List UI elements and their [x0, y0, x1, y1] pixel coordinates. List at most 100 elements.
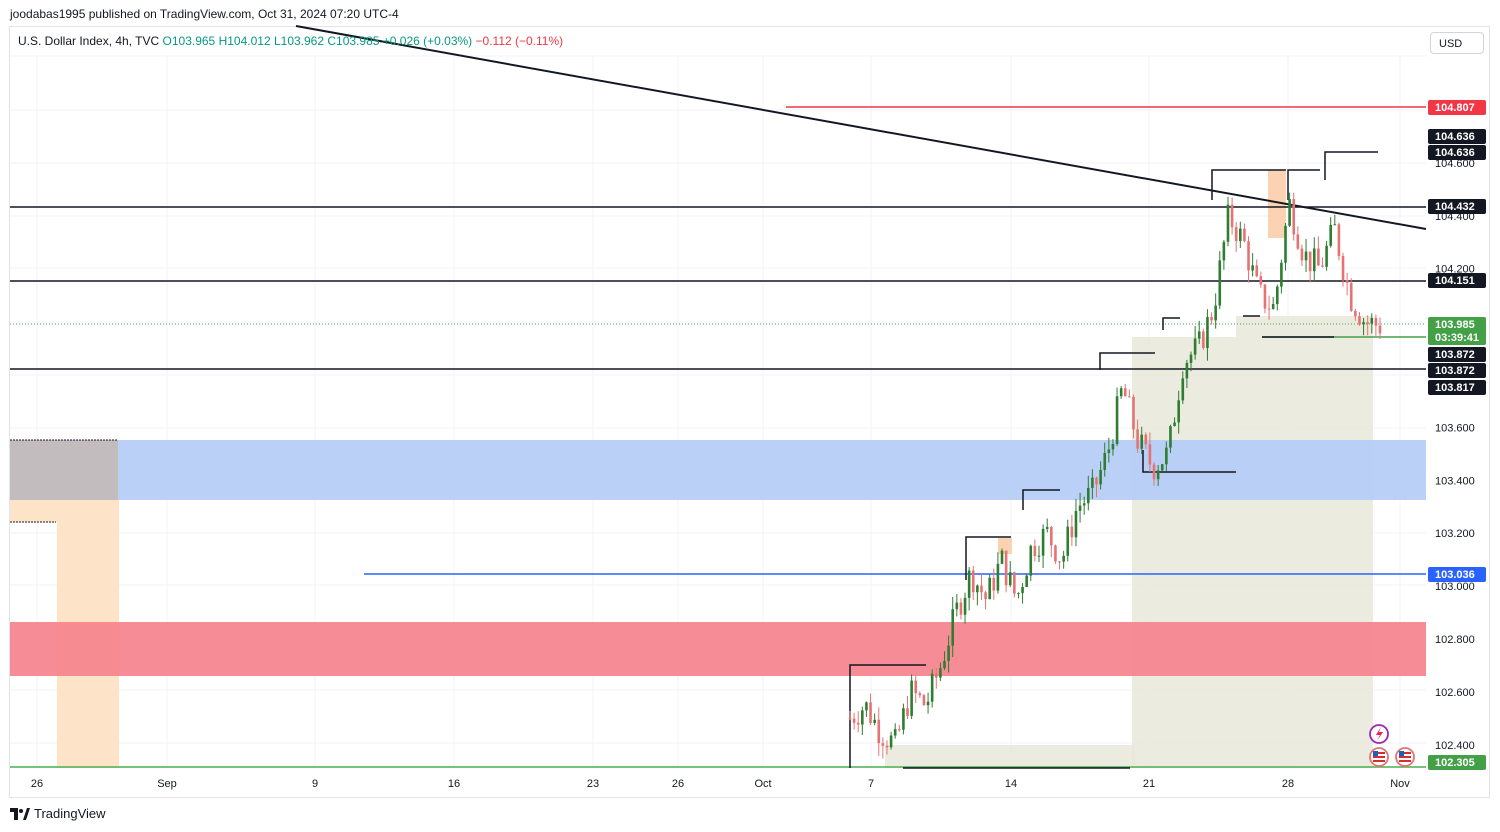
- candle-body: [1086, 487, 1090, 504]
- candle-body: [1329, 224, 1332, 246]
- candle-body: [1152, 464, 1156, 480]
- price-tag-label: 104.151: [1435, 275, 1475, 287]
- candle-body: [1066, 526, 1070, 556]
- x-tick-label: 9: [312, 778, 318, 790]
- candle-body: [1300, 248, 1304, 261]
- candle-body: [1037, 555, 1041, 557]
- y-tick-label: 102.400: [1435, 740, 1475, 752]
- candle-body: [1185, 362, 1189, 379]
- candle-body: [939, 668, 942, 678]
- candle-body: [1288, 199, 1291, 226]
- candle-body: [1374, 317, 1378, 326]
- candle-body: [1243, 228, 1246, 242]
- candle-body: [1255, 265, 1259, 277]
- red-supply-zone: [10, 622, 1426, 676]
- x-tick-label: 21: [1143, 778, 1155, 790]
- price-tag-label: 103.872: [1435, 349, 1475, 361]
- candle-body: [1193, 338, 1197, 355]
- candle-body: [1284, 225, 1287, 263]
- x-tick-label: 26: [672, 778, 684, 790]
- price-tag-label: 103.872: [1435, 365, 1475, 377]
- candle-body: [1259, 276, 1263, 285]
- x-tick-label: 23: [587, 778, 599, 790]
- price-tag: [1428, 145, 1486, 160]
- symbol-legend: U.S. Dollar Index, 4h, TVC O103.965 H104…: [18, 34, 563, 48]
- us-flag-event-icon[interactable]: [1369, 747, 1389, 767]
- lightning-event-icon[interactable]: [1369, 724, 1389, 744]
- candle-body: [1115, 396, 1119, 444]
- price-tag: [1428, 100, 1486, 115]
- candle-body: [1354, 310, 1357, 317]
- candle-body: [1341, 256, 1345, 280]
- y-tick-label: 102.800: [1435, 634, 1475, 646]
- candle-body: [1333, 224, 1337, 226]
- candle-body: [893, 729, 897, 736]
- candle-body: [1025, 575, 1028, 587]
- candle-body: [1189, 354, 1193, 363]
- orange-zone-top: [1268, 170, 1286, 238]
- candle-body: [984, 592, 987, 600]
- candle-body: [1144, 434, 1148, 445]
- candle-body: [914, 680, 918, 694]
- candle-body: [971, 570, 975, 593]
- grey-zone-right: [1236, 316, 1373, 768]
- candle-body: [898, 729, 901, 731]
- price-tag-label: 104.807: [1435, 102, 1475, 114]
- candle-body: [1033, 545, 1037, 557]
- grey-zone-bottom: [885, 745, 1135, 768]
- candle-body: [848, 718, 852, 720]
- candle-body: [1370, 317, 1374, 324]
- candle-body: [1263, 284, 1267, 309]
- legend-high: H104.012: [218, 34, 271, 48]
- x-tick-label: 7: [868, 778, 874, 790]
- price-tag: [1428, 273, 1486, 288]
- blue-demand-zone: [10, 440, 1426, 500]
- legend-change-2: −0.112 (−0.11%): [475, 34, 564, 48]
- candle-body: [1070, 526, 1074, 538]
- candle-body: [1140, 434, 1144, 449]
- price-tag-countdown: 03:39:41: [1435, 332, 1479, 344]
- x-tick-label: Sep: [157, 778, 177, 790]
- candle-body: [1239, 228, 1242, 242]
- legend-change: +0.026 (+0.03%): [382, 34, 473, 48]
- y-tick-label: 104.200: [1435, 264, 1475, 276]
- candle-body: [988, 577, 991, 600]
- y-tick-label: 102.600: [1435, 687, 1475, 699]
- us-flag-event-icon-2[interactable]: [1395, 747, 1415, 767]
- candle-body: [943, 661, 946, 669]
- currency-selector[interactable]: USD: [1430, 32, 1484, 54]
- structure-lines: [849, 151, 1378, 769]
- candlestick-series[interactable]: [848, 192, 1382, 759]
- candle-body: [1317, 248, 1320, 266]
- grey-zone-left: [1132, 337, 1236, 768]
- candle-body: [1308, 251, 1312, 272]
- candle-body: [1218, 260, 1222, 306]
- candle-body: [918, 693, 922, 696]
- candle-body: [1091, 477, 1094, 488]
- candle-body: [869, 702, 872, 723]
- candle-body: [1169, 426, 1172, 448]
- candle-body: [996, 563, 1000, 591]
- candle-body: [1304, 251, 1308, 261]
- price-tags: 104.807 104.636 104.636 104.432 104.151 103.9…: [1428, 100, 1486, 770]
- candle-body: [1337, 224, 1341, 257]
- candle-body: [1017, 593, 1020, 595]
- candle-body: [1214, 305, 1217, 321]
- descending-trendline[interactable]: [295, 25, 1427, 230]
- candle-body: [1210, 316, 1213, 321]
- candle-body: [1128, 396, 1131, 398]
- candle-body: [1251, 265, 1254, 271]
- candle-body: [1312, 248, 1316, 272]
- candle-body: [1267, 308, 1271, 310]
- legend-symbol: U.S. Dollar Index, 4h, TVC: [18, 34, 160, 48]
- candle-body: [1021, 586, 1024, 594]
- candle-body: [856, 722, 860, 725]
- candle-body: [1280, 262, 1283, 287]
- candle-body: [889, 735, 893, 748]
- candle-body: [1041, 528, 1045, 556]
- legend-close: C103.985: [327, 34, 380, 48]
- candle-body: [1136, 429, 1139, 449]
- candle-body: [922, 695, 926, 706]
- orange-zone-mid: [998, 538, 1012, 554]
